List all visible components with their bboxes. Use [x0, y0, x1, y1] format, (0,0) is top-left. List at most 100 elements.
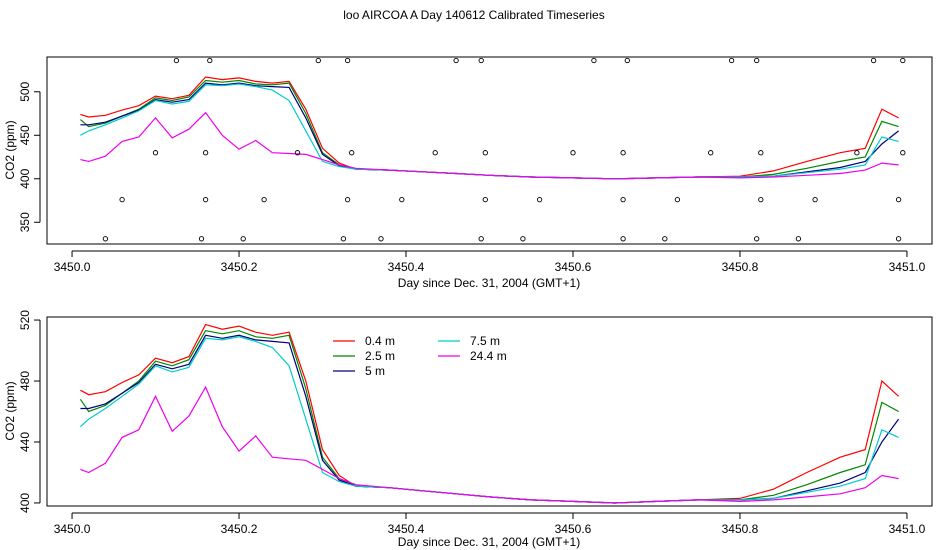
legend: 0.4 m2.5 m5 m 7.5 m24.4 m [333, 334, 507, 378]
data-point [520, 236, 526, 242]
data-point [340, 236, 347, 242]
y-tick-label: 520 [18, 310, 32, 330]
data-point [708, 150, 714, 156]
data-point [895, 236, 902, 242]
data-point [202, 196, 209, 203]
chart-panel-top: 3450.0 3450.2 3450.4 3450.6 3450.8 3451.0 350… [3, 56, 933, 290]
series-lines [79, 323, 900, 504]
data-point [152, 150, 159, 156]
data-point [674, 196, 681, 203]
data-point [453, 57, 459, 64]
data-point [378, 236, 384, 242]
data-point [900, 57, 906, 64]
data-point [344, 57, 351, 64]
x-axis-label: Day since Dec. 31, 2004 (GMT+1) [398, 535, 580, 549]
x-tick-label: 3450.8 [722, 522, 759, 536]
series-line-0 [80, 76, 899, 180]
data-point [570, 150, 576, 156]
data-point [399, 196, 405, 203]
x-tick-label: 3450.0 [54, 260, 91, 274]
legend-label: 0.4 m [365, 334, 395, 348]
data-point [344, 196, 351, 203]
legend-label: 7.5 m [470, 334, 500, 348]
series-lines [80, 76, 899, 180]
data-point [812, 196, 818, 203]
data-point [315, 57, 321, 64]
figure-title: loo AIRCOA A Day 140612 Calibrated Times… [343, 8, 604, 22]
x-tick-label: 3450.0 [54, 522, 91, 536]
y-tick-label: 440 [18, 432, 32, 452]
series-line-4 [80, 111, 899, 180]
data-point [482, 196, 488, 203]
y-axis-label: CO2 (ppm) [3, 120, 17, 179]
data-point [870, 57, 877, 64]
data-point [624, 57, 630, 64]
y-tick-label: 450 [18, 125, 32, 145]
x-tick-label: 3450.6 [555, 522, 592, 536]
data-point [478, 57, 484, 64]
data-point [754, 236, 760, 242]
data-point [536, 196, 543, 203]
x-axis: 3450.0 3450.2 3450.4 3450.6 3450.8 3451.0 [54, 250, 926, 274]
x-tick-label: 3450.2 [221, 522, 258, 536]
y-tick-label: 400 [18, 493, 32, 513]
x-tick-label: 3451.0 [889, 522, 926, 536]
data-point [758, 196, 764, 203]
chart-panel-bottom: 3450.0 3450.2 3450.4 3450.6 3450.8 3451.0 400… [3, 310, 933, 549]
plot-frame [46, 316, 933, 507]
data-point [900, 150, 906, 156]
x-tick-label: 3451.0 [889, 260, 926, 274]
data-point [202, 150, 209, 156]
data-point [854, 150, 860, 156]
data-point [482, 150, 488, 156]
x-tick-label: 3450.4 [388, 522, 425, 536]
data-point [102, 236, 109, 242]
data-point [620, 150, 626, 156]
y-tick-label: 480 [18, 371, 32, 391]
x-tick-label: 3450.2 [221, 260, 258, 274]
data-point [349, 150, 355, 156]
legend-label: 5 m [365, 364, 385, 378]
series-line-3 [79, 336, 899, 504]
data-point [478, 236, 484, 242]
data-point [895, 196, 902, 203]
series-line-1 [79, 330, 899, 504]
data-point [119, 196, 125, 203]
series-line-1 [80, 79, 899, 180]
data-point [198, 236, 205, 242]
series-line-2 [80, 82, 899, 180]
y-axis-label: CO2 (ppm) [3, 381, 17, 440]
series-line-3 [80, 83, 899, 180]
legend-label: 2.5 m [365, 349, 395, 363]
x-tick-label: 3450.6 [555, 260, 592, 274]
y-tick-label: 400 [18, 168, 32, 188]
data-point [207, 57, 213, 64]
x-tick-label: 3450.8 [722, 260, 759, 274]
data-point [591, 57, 597, 64]
y-axis: 350 400 450 500 [18, 81, 41, 232]
data-point [758, 150, 764, 156]
y-axis: 400 440 480 520 [18, 310, 41, 513]
y-tick-label: 500 [18, 81, 32, 101]
data-point [620, 196, 626, 203]
data-point [620, 236, 626, 242]
legend-label: 24.4 m [470, 349, 507, 363]
series-line-0 [80, 323, 900, 504]
series-line-4 [80, 385, 899, 504]
data-point [240, 236, 246, 242]
plot-frame [46, 56, 933, 245]
data-point [662, 236, 668, 242]
data-point [294, 150, 301, 156]
x-axis: 3450.0 3450.2 3450.4 3450.6 3450.8 3451.0 [54, 512, 926, 536]
data-point [261, 196, 267, 203]
data-point [795, 236, 802, 242]
points [102, 57, 906, 242]
y-tick-label: 350 [18, 212, 32, 232]
x-tick-label: 3450.4 [388, 260, 425, 274]
data-point [728, 57, 735, 64]
data-point [432, 150, 438, 156]
x-axis-label: Day since Dec. 31, 2004 (GMT+1) [398, 276, 580, 290]
data-point [173, 57, 180, 64]
data-point [754, 57, 760, 64]
